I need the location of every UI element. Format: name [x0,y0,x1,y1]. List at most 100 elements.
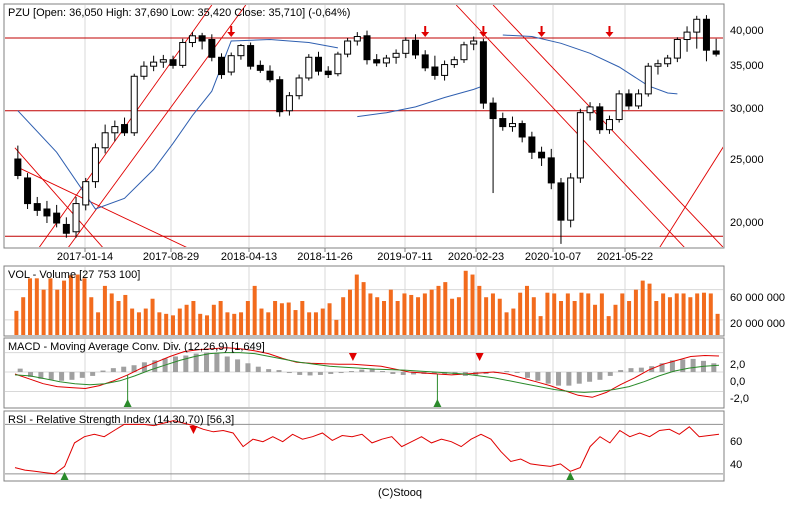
volume-plot [5,267,723,335]
candle-down [266,70,274,81]
volume-bar [620,293,625,335]
macd-histogram-bar [711,363,717,373]
volume-bar [681,293,686,335]
volume-bar [109,293,114,335]
candle-down [24,177,32,205]
macd-histogram-bar [152,360,158,373]
price-y-tick: 20,000 [730,217,764,229]
candle-down [315,56,323,72]
volume-bar [41,289,46,335]
volume-bar [579,292,584,335]
price-y-tick: 25,000 [730,154,764,166]
candle-up [654,63,662,67]
candle-down [538,151,546,159]
candle-up [227,55,235,73]
macd-histogram-bar [172,356,178,373]
volume-bar [490,293,495,335]
price-y-tick: 30,000 [730,103,764,115]
candle-up [334,53,342,75]
volume-bar [286,302,291,335]
volume-bar [143,308,148,335]
macd-histogram-bar [183,355,189,373]
candle-down [596,106,604,131]
volume-bar [375,297,380,335]
volume-bar [116,301,121,335]
candle-down [33,203,41,211]
macd-histogram-bar [390,372,396,374]
trendline [14,165,187,247]
macd-histogram-bar [90,372,96,376]
candle-up [508,123,516,128]
candle-down [62,223,70,234]
volume-bar [531,297,536,335]
price-y-tick: 35,000 [730,60,764,72]
candle-up [664,57,672,65]
volume-bar [572,301,577,335]
macd-histogram-bar [597,372,603,380]
candle-down [479,41,487,104]
candle-down [208,39,216,58]
volume-bar [300,301,305,335]
volume-bar [402,293,407,335]
candle-down [218,56,226,76]
volume-bar [307,312,312,335]
volume-bar [252,285,257,335]
candle-up [605,119,613,131]
rsi-plot [5,412,723,480]
candle-down [43,208,51,217]
volume-bar [538,316,543,335]
volume-title: VOL - Volume [27 753 100] [8,269,140,281]
volume-bar [593,304,598,335]
volume-bar [14,310,19,335]
macd-histogram-bar [297,372,303,375]
signal-arrow-head [421,32,430,37]
rsi-sell-marker [189,426,198,434]
candle-up [305,56,313,79]
volume-bar [586,293,591,335]
volume-bar [599,293,604,335]
rsi-y-tick: 60 [730,436,742,448]
candle-up [392,52,400,58]
macd-buy-marker [123,399,132,407]
candle-down [276,79,284,113]
macd-histogram-bar [193,353,199,373]
candle-up [150,61,158,67]
x-tick-label: 2017-08-29 [143,251,199,263]
candle-down [324,70,332,76]
volume-bar [34,278,39,335]
macd-histogram-bar [17,368,23,373]
volume-bar [102,285,107,335]
candle-up [644,65,652,95]
macd-panel [3,337,725,409]
macd-histogram-bar [121,366,127,373]
volume-bar [545,292,550,335]
signal-arrow-head [479,32,488,37]
price-y-tick: 40,000 [730,25,764,37]
volume-bar [347,289,352,335]
volume-bar [334,319,339,335]
trendline [68,5,247,247]
volume-bar [708,293,713,335]
macd-histogram-bar [638,367,644,373]
x-tick-label: 2021-05-22 [597,251,653,263]
volume-bar [293,310,298,335]
volume-bar [205,315,210,335]
macd-y-tick: 0,0 [730,376,745,388]
volume-bar [96,312,101,335]
macd-histogram-bar [69,372,75,380]
macd-histogram-bar [100,370,106,373]
volume-bar [654,301,659,335]
volume-bar [75,274,80,335]
volume-bar [279,303,284,335]
volume-bar [627,301,632,335]
macd-histogram-bar [535,372,541,381]
macd-histogram-bar [431,372,437,374]
candle-up [188,35,196,44]
candle-down [421,54,429,69]
rsi-line [14,420,720,475]
macd-histogram-bar [317,372,323,375]
candle-up [450,59,458,66]
candle-up [101,132,109,149]
volume-bar [184,304,189,335]
candle-down [489,102,497,120]
